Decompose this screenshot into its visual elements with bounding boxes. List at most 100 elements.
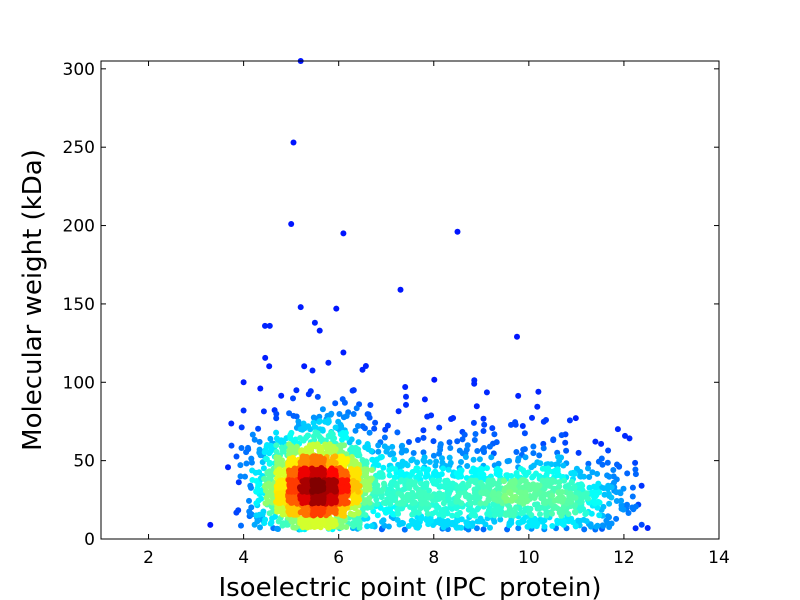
data-point xyxy=(404,491,411,498)
data-point xyxy=(343,434,350,441)
data-point xyxy=(558,508,565,515)
data-point xyxy=(447,459,454,466)
data-point xyxy=(613,515,620,522)
data-point xyxy=(317,435,324,442)
data-point xyxy=(491,496,498,503)
data-point xyxy=(520,446,527,453)
data-point xyxy=(624,470,631,477)
data-point xyxy=(516,479,523,486)
data-point xyxy=(337,442,344,449)
data-points xyxy=(207,58,651,533)
data-point xyxy=(247,482,254,489)
data-point xyxy=(512,421,519,428)
data-point xyxy=(535,388,542,395)
data-point xyxy=(240,379,247,386)
data-point xyxy=(373,483,380,490)
data-point xyxy=(538,495,545,502)
data-point xyxy=(524,523,531,530)
data-point xyxy=(398,491,405,498)
data-point xyxy=(285,508,292,515)
data-point xyxy=(272,513,279,520)
data-point xyxy=(558,498,565,505)
data-point xyxy=(408,471,415,478)
data-point xyxy=(475,505,482,511)
data-point xyxy=(421,396,428,403)
data-point xyxy=(318,480,325,487)
data-point xyxy=(586,474,593,480)
data-point xyxy=(349,500,356,506)
data-point xyxy=(618,497,625,504)
data-point xyxy=(344,482,351,489)
data-point xyxy=(562,483,569,490)
data-point xyxy=(248,504,255,511)
data-point xyxy=(495,505,502,512)
data-point xyxy=(515,457,521,464)
data-point xyxy=(264,442,270,448)
data-point xyxy=(290,139,297,146)
data-point xyxy=(343,459,350,466)
data-point xyxy=(350,523,357,530)
data-point xyxy=(533,470,539,477)
data-point xyxy=(409,456,416,463)
data-point xyxy=(361,425,368,432)
data-point xyxy=(253,512,260,519)
data-point xyxy=(366,429,373,436)
data-point xyxy=(331,483,338,490)
data-point xyxy=(342,430,349,436)
data-point xyxy=(632,466,639,473)
data-point xyxy=(548,461,555,468)
data-point xyxy=(327,472,334,479)
data-point xyxy=(567,497,574,504)
data-point xyxy=(534,403,541,410)
data-point xyxy=(287,471,294,478)
data-point xyxy=(528,512,535,518)
data-point xyxy=(576,507,583,514)
data-point xyxy=(207,521,214,528)
data-point xyxy=(305,423,312,430)
data-point xyxy=(238,522,244,529)
data-point xyxy=(585,465,591,472)
data-point xyxy=(320,457,327,463)
data-point xyxy=(398,449,405,456)
data-point xyxy=(454,438,461,445)
data-point xyxy=(353,405,360,412)
data-point xyxy=(583,510,590,516)
data-point xyxy=(544,477,551,484)
data-point xyxy=(313,509,320,516)
data-point xyxy=(585,495,591,502)
data-point xyxy=(311,499,318,506)
data-point xyxy=(592,438,599,445)
data-point xyxy=(371,425,378,432)
data-point xyxy=(517,489,524,496)
data-point xyxy=(484,465,490,472)
data-point xyxy=(233,453,240,460)
data-point xyxy=(409,500,416,507)
data-point xyxy=(471,437,478,443)
data-point xyxy=(380,464,387,471)
data-point xyxy=(228,442,235,449)
data-point xyxy=(291,467,297,474)
x-tick-label: 10 xyxy=(518,548,540,568)
data-point xyxy=(326,498,333,505)
data-point xyxy=(414,459,421,466)
data-point xyxy=(614,426,621,433)
data-point xyxy=(257,385,264,392)
data-point xyxy=(366,414,373,421)
data-point xyxy=(539,477,546,484)
data-point xyxy=(374,501,380,507)
data-point xyxy=(332,400,339,407)
data-point xyxy=(395,408,402,415)
data-point xyxy=(514,333,520,340)
data-point xyxy=(280,495,287,502)
data-point xyxy=(297,518,304,525)
data-point xyxy=(298,485,305,492)
data-point xyxy=(556,479,563,486)
data-point xyxy=(233,509,240,516)
data-point xyxy=(477,500,484,507)
data-point xyxy=(490,489,497,496)
data-point xyxy=(266,474,273,481)
data-point xyxy=(266,481,272,488)
data-point xyxy=(385,523,392,530)
data-point xyxy=(539,465,546,472)
